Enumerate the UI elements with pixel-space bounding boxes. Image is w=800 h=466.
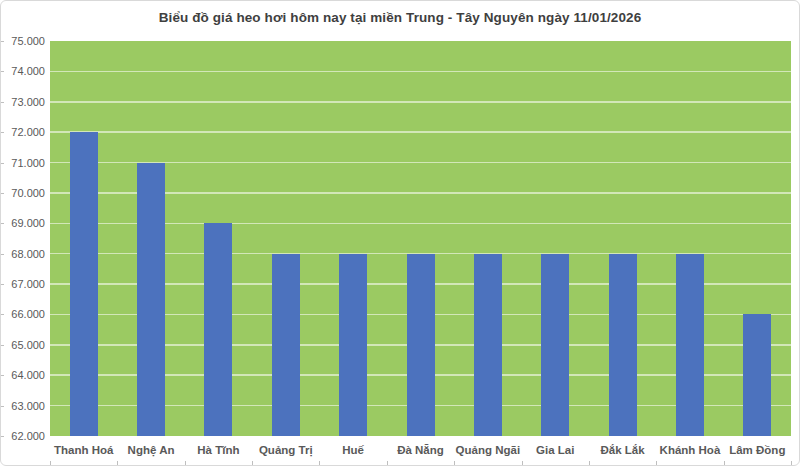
- y-axis-tick-label: 70.000: [1, 187, 45, 199]
- y-axis-tick-mark: [1, 102, 4, 103]
- bar-1: [70, 132, 98, 436]
- chart-title: Biểu đồ giá heo hơi hôm nay tại miền Tru…: [1, 10, 799, 25]
- x-axis-category-label: Đắk Lắk: [589, 444, 656, 456]
- x-axis-category-label: Quảng Trị: [252, 444, 319, 456]
- x-axis-category-label: Huế: [319, 444, 386, 456]
- y-axis-tick-mark: [1, 132, 4, 133]
- bar-5: [339, 254, 367, 436]
- y-axis-tick-label: 72.000: [1, 126, 45, 138]
- bar-3: [204, 223, 232, 436]
- x-axis-tick-mark: [454, 461, 455, 465]
- gridline: [50, 71, 791, 73]
- y-axis-tick-mark: [1, 406, 4, 407]
- y-axis-tick-label: 73.000: [1, 96, 45, 108]
- y-axis-tick-label: 66.000: [1, 308, 45, 320]
- x-axis-tick-mark: [319, 461, 320, 465]
- x-axis-tick-mark: [656, 461, 657, 465]
- bar-7: [474, 254, 502, 436]
- y-axis-tick-mark: [1, 314, 4, 315]
- bar-4: [272, 254, 300, 436]
- plot-area: [50, 41, 791, 436]
- y-axis-tick-mark: [1, 193, 4, 194]
- bar-6: [407, 254, 435, 436]
- y-axis-tick-label: 69.000: [1, 217, 45, 229]
- y-axis-tick-mark: [1, 163, 4, 164]
- gridline: [50, 131, 791, 133]
- y-axis-tick-label: 64.000: [1, 369, 45, 381]
- x-axis-tick-mark: [522, 461, 523, 465]
- x-axis-tick-mark: [252, 461, 253, 465]
- x-axis-tick-mark: [387, 461, 388, 465]
- bar-8: [541, 254, 569, 436]
- y-axis-tick-mark: [1, 345, 4, 346]
- x-axis-category-label: Đà Nẵng: [387, 444, 454, 456]
- y-axis-tick-label: 63.000: [1, 400, 45, 412]
- x-axis-tick-mark: [50, 461, 51, 465]
- y-axis-tick-mark: [1, 71, 4, 72]
- y-axis-tick-label: 68.000: [1, 248, 45, 260]
- y-axis-tick-label: 75.000: [1, 35, 45, 47]
- y-axis-tick-label: 74.000: [1, 65, 45, 77]
- y-axis-tick-label: 62.000: [1, 430, 45, 442]
- x-axis-category-label: Lâm Đồng: [724, 444, 791, 456]
- bar-11: [743, 314, 771, 436]
- bar-9: [609, 254, 637, 436]
- x-axis-tick-mark: [589, 461, 590, 465]
- price-bar-chart: Biểu đồ giá heo hơi hôm nay tại miền Tru…: [0, 0, 800, 466]
- y-axis-tick-label: 65.000: [1, 339, 45, 351]
- y-axis-tick-label: 71.000: [1, 157, 45, 169]
- x-axis-category-label: Nghệ An: [117, 444, 184, 456]
- y-axis-tick-mark: [1, 254, 4, 255]
- x-axis-tick-mark: [117, 461, 118, 465]
- x-axis-tick-mark: [724, 461, 725, 465]
- x-axis-tick-mark: [185, 461, 186, 465]
- y-axis-tick-mark: [1, 284, 4, 285]
- bar-2: [137, 163, 165, 436]
- x-axis-category-label: Quảng Ngãi: [454, 444, 521, 456]
- y-axis-tick-label: 67.000: [1, 278, 45, 290]
- y-axis-tick-mark: [1, 223, 4, 224]
- x-axis-category-label: Khánh Hoà: [656, 444, 723, 456]
- y-axis-tick-mark: [1, 41, 4, 42]
- y-axis-tick-mark: [1, 375, 4, 376]
- gridline: [50, 101, 791, 103]
- x-axis-category-label: Hà Tĩnh: [185, 444, 252, 456]
- x-axis-category-label: Gia Lai: [522, 444, 589, 456]
- x-axis-category-label: Thanh Hoá: [50, 444, 117, 456]
- y-axis-tick-mark: [1, 436, 4, 437]
- x-axis-tick-mark: [791, 461, 792, 465]
- bar-10: [676, 254, 704, 436]
